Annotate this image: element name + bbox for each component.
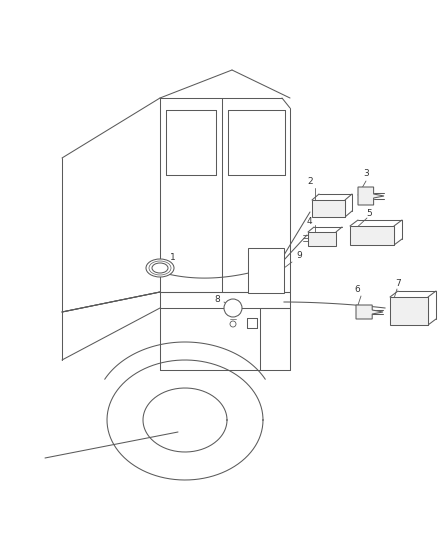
Ellipse shape: [146, 259, 174, 277]
Ellipse shape: [152, 263, 168, 273]
Text: 6: 6: [354, 286, 360, 295]
Text: 1: 1: [170, 254, 176, 262]
Text: 7: 7: [395, 279, 401, 288]
Text: 4: 4: [306, 216, 312, 225]
Bar: [350, 226, 394, 245]
Text: 5: 5: [366, 209, 372, 219]
Text: 8: 8: [214, 295, 220, 303]
Text: 9: 9: [296, 252, 302, 261]
Bar: [308, 232, 336, 246]
Text: 3: 3: [363, 169, 369, 179]
Polygon shape: [358, 187, 384, 205]
Bar: [312, 200, 345, 217]
Bar: [248, 248, 284, 293]
Text: 2: 2: [307, 177, 313, 187]
Bar: [390, 297, 428, 325]
Polygon shape: [356, 305, 383, 319]
Circle shape: [224, 299, 242, 317]
